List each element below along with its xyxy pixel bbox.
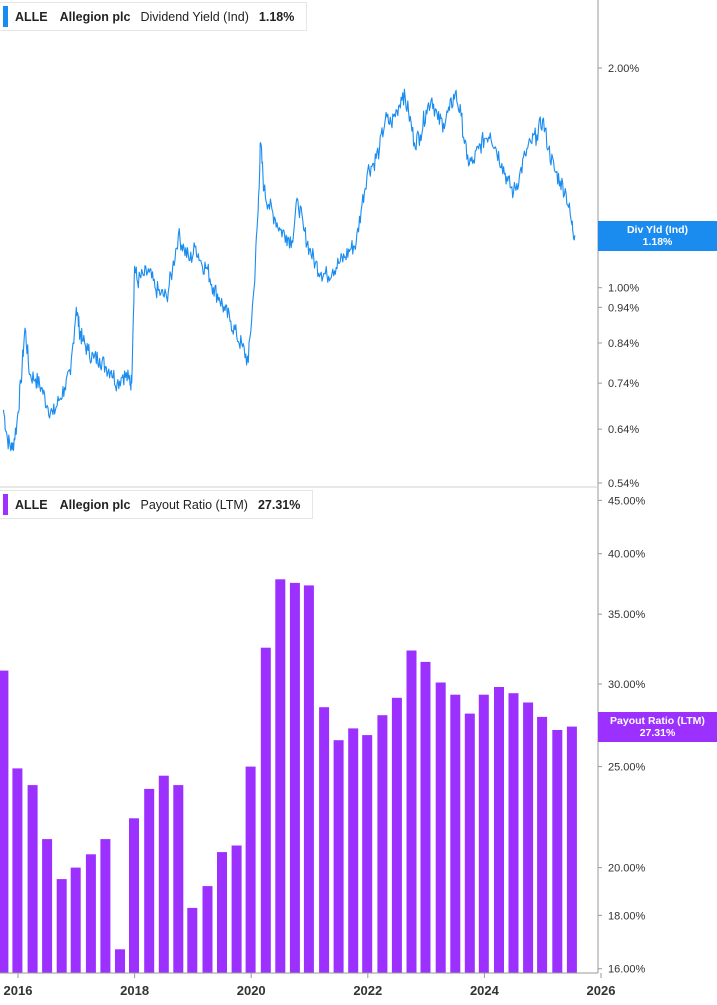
- payout-bar: [377, 715, 388, 973]
- y-tick-label: 0.74%: [608, 378, 639, 390]
- y-tick-label: 16.00%: [608, 964, 646, 976]
- payout-bar: [231, 845, 242, 973]
- payout-bar: [508, 693, 519, 973]
- payout-bar: [494, 687, 504, 973]
- x-tick-label: 2020: [237, 983, 266, 998]
- y-tick-label: 0.94%: [608, 302, 639, 314]
- payout-bar: [275, 579, 286, 973]
- payout-bar: [333, 740, 344, 973]
- payout-bar: [566, 726, 577, 973]
- payout-bar: [450, 694, 461, 973]
- legend-symbol: ALLE: [15, 497, 48, 512]
- payout-bar: [42, 839, 53, 973]
- payout-bar: [27, 785, 38, 973]
- payout-bar: [12, 768, 23, 973]
- y-tick-label: 0.84%: [608, 338, 639, 350]
- y-tick-label: 35.00%: [608, 609, 646, 621]
- y-tick-label: 40.00%: [608, 549, 646, 561]
- legend-symbol: ALLE: [15, 9, 48, 24]
- payout-bar: [144, 788, 155, 973]
- payout-bar: [391, 697, 402, 973]
- tag-value: 1.18%: [642, 236, 673, 248]
- y-tick-label: 2.00%: [608, 63, 639, 75]
- y-tick-label: 0.54%: [608, 478, 639, 490]
- payout-bar: [420, 661, 431, 973]
- payout-bar: [85, 854, 96, 973]
- y-tick-label: 0.64%: [608, 424, 639, 436]
- payout-bar: [70, 867, 81, 973]
- tag-label: Div Yld (Ind): [626, 224, 689, 236]
- yield-legend-swatch: [3, 6, 8, 27]
- payout-bar: [435, 682, 446, 973]
- payout-bar: [260, 647, 271, 973]
- tag-label: Payout Ratio (LTM): [610, 715, 705, 727]
- x-tick-label: 2022: [353, 983, 382, 998]
- y-tick-label: 45.00%: [608, 495, 646, 507]
- x-tick-label: 2024: [470, 983, 500, 998]
- payout-bar: [303, 585, 314, 973]
- legend-company: Allegion plc: [59, 9, 131, 24]
- payout-bar: [245, 766, 256, 973]
- dividend-yield-line: [2, 88, 576, 452]
- payout-ratio-legend: ALLE Allegion plc Payout Ratio (LTM) 27.…: [0, 490, 314, 519]
- payout-bar: [158, 775, 169, 973]
- payout-bar: [464, 713, 475, 973]
- y-tick-label: 30.00%: [608, 679, 646, 691]
- dividend-yield-value-tag: Div Yld (Ind) 1.18%: [598, 221, 717, 251]
- payout-bar: [289, 582, 300, 973]
- y-tick-label: 1.00%: [608, 283, 639, 295]
- dividend-yield-panel: [2, 88, 576, 452]
- x-tick-label: 2026: [587, 983, 616, 998]
- dividend-yield-legend: ALLE Allegion plc Dividend Yield (Ind) 1…: [0, 2, 308, 31]
- payout-ratio-value-tag: Payout Ratio (LTM) 27.31%: [598, 712, 717, 742]
- payout-bar: [100, 839, 111, 973]
- x-tick-label: 2018: [120, 983, 149, 998]
- y-tick-label: 18.00%: [608, 910, 646, 922]
- payout-bar: [187, 907, 198, 973]
- payout-bar: [319, 707, 330, 973]
- payout-bar: [537, 716, 548, 973]
- payout-legend-swatch: [3, 494, 8, 515]
- y-tick-label: 20.00%: [608, 863, 646, 875]
- payout-bar: [217, 852, 227, 973]
- legend-metric: Payout Ratio (LTM): [140, 497, 248, 512]
- tag-value: 27.31%: [639, 727, 676, 739]
- axes: 2.00% 1.00% 0.94% 0.84% 0.74% 0.64% 0.54% 45.00…: [0, 0, 646, 998]
- payout-bar: [523, 702, 534, 973]
- x-tick-label: 2016: [4, 983, 33, 998]
- payout-ratio-panel: [0, 579, 577, 973]
- payout-bar: [129, 818, 139, 973]
- payout-bar: [348, 728, 359, 973]
- payout-bar: [115, 949, 125, 973]
- payout-bar: [56, 879, 67, 973]
- payout-bar: [406, 650, 417, 973]
- payout-bar: [0, 670, 9, 973]
- payout-bar: [362, 735, 373, 973]
- legend-company: Allegion plc: [59, 497, 131, 512]
- payout-bar: [478, 694, 489, 973]
- payout-bar: [552, 730, 563, 973]
- payout-bar: [202, 886, 213, 973]
- y-tick-label: 25.00%: [608, 762, 646, 774]
- legend-value: 1.18%: [258, 9, 295, 24]
- payout-bar: [173, 785, 184, 973]
- legend-value: 27.31%: [257, 497, 301, 512]
- legend-metric: Dividend Yield (Ind): [140, 9, 249, 24]
